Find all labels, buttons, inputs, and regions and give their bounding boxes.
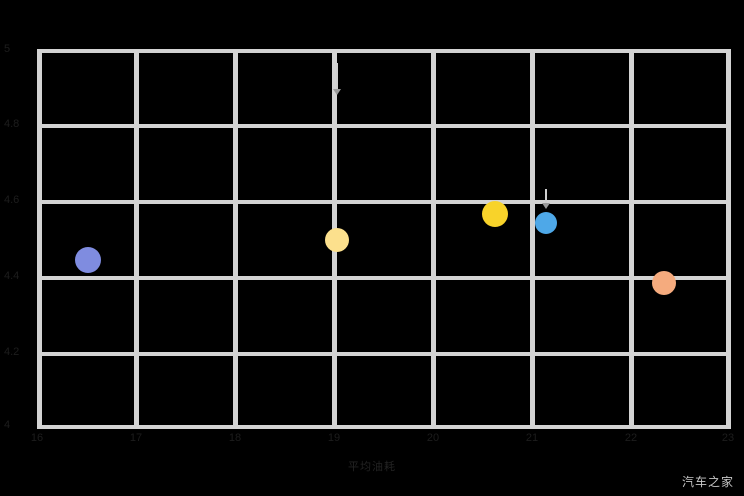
- watermark: 汽车之家: [681, 475, 734, 489]
- bubble-pointer-head: [333, 89, 341, 95]
- data-point-bubble[interactable]: [482, 201, 508, 227]
- gridline-vertical: [726, 49, 731, 429]
- y-axis-tick-label: 4.8: [4, 118, 20, 130]
- plot-area: [37, 49, 731, 429]
- x-axis-tick-label: 19: [327, 432, 341, 444]
- y-axis-tick-label: 4.4: [4, 270, 20, 282]
- bubble-pointer-stem: [545, 189, 547, 205]
- y-axis-tick-label: 4: [4, 419, 11, 431]
- bubble-pointer-head: [542, 203, 550, 209]
- data-point-bubble[interactable]: [652, 271, 676, 295]
- x-axis-tick-label: 18: [228, 432, 242, 444]
- y-axis-tick-label: 5: [4, 43, 11, 55]
- x-axis-tick-label: 22: [624, 432, 638, 444]
- x-axis-tick-label: 17: [129, 432, 143, 444]
- data-point-bubble[interactable]: [535, 212, 557, 234]
- gridline-vertical: [37, 49, 42, 429]
- gridline-vertical: [134, 49, 139, 429]
- gridline-horizontal: [37, 200, 731, 204]
- data-point-bubble[interactable]: [325, 228, 349, 252]
- gridline-vertical: [530, 49, 535, 429]
- gridline-horizontal: [37, 352, 731, 356]
- x-axis-title: 平均油耗: [348, 461, 396, 473]
- gridline-horizontal: [37, 425, 731, 429]
- gridline-horizontal: [37, 276, 731, 280]
- data-point-bubble[interactable]: [75, 247, 101, 273]
- gridline-vertical: [431, 49, 436, 429]
- x-axis-tick-label: 16: [30, 432, 44, 444]
- gridline-horizontal: [37, 49, 731, 53]
- gridline-vertical: [233, 49, 238, 429]
- gridline-vertical: [629, 49, 634, 429]
- y-axis-tick-label: 4.2: [4, 346, 20, 358]
- x-axis-tick-label: 21: [525, 432, 539, 444]
- x-axis-tick-label: 20: [426, 432, 440, 444]
- x-axis-tick-label: 23: [721, 432, 735, 444]
- bubble-pointer-stem: [336, 63, 338, 91]
- gridline-horizontal: [37, 124, 731, 128]
- y-axis-tick-label: 4.6: [4, 194, 20, 206]
